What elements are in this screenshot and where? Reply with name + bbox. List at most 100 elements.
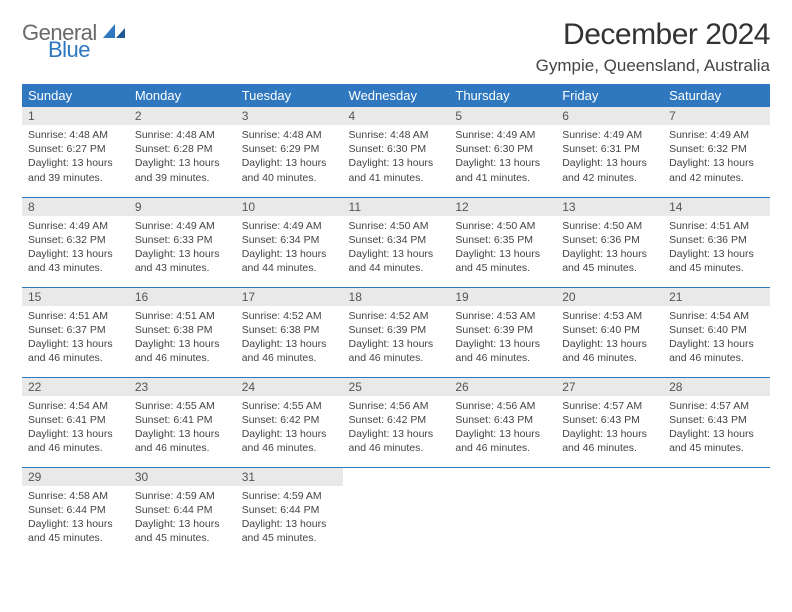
day-detail-line: Daylight: 13 hours — [669, 247, 764, 261]
day-detail-line: and 46 minutes. — [562, 441, 657, 455]
day-details: Sunrise: 4:56 AMSunset: 6:43 PMDaylight:… — [449, 396, 556, 460]
day-details: Sunrise: 4:48 AMSunset: 6:27 PMDaylight:… — [22, 125, 129, 189]
day-details: Sunrise: 4:54 AMSunset: 6:41 PMDaylight:… — [22, 396, 129, 460]
day-detail-line: and 41 minutes. — [455, 171, 550, 185]
day-detail-line: Sunset: 6:30 PM — [455, 142, 550, 156]
logo: General Blue — [22, 22, 127, 61]
day-number: 24 — [236, 378, 343, 396]
day-details: Sunrise: 4:49 AMSunset: 6:34 PMDaylight:… — [236, 216, 343, 280]
day-details: Sunrise: 4:48 AMSunset: 6:28 PMDaylight:… — [129, 125, 236, 189]
day-detail-line: and 46 minutes. — [669, 351, 764, 365]
day-detail-line: Sunset: 6:44 PM — [135, 503, 230, 517]
day-number: 8 — [22, 198, 129, 216]
day-number: 20 — [556, 288, 663, 306]
day-details: Sunrise: 4:50 AMSunset: 6:36 PMDaylight:… — [556, 216, 663, 280]
calendar-day-cell: 12Sunrise: 4:50 AMSunset: 6:35 PMDayligh… — [449, 197, 556, 287]
day-detail-line: and 45 minutes. — [455, 261, 550, 275]
calendar-day-cell: 3Sunrise: 4:48 AMSunset: 6:29 PMDaylight… — [236, 107, 343, 197]
day-detail-line: Daylight: 13 hours — [135, 337, 230, 351]
day-number: 4 — [343, 107, 450, 125]
day-detail-line: Daylight: 13 hours — [455, 247, 550, 261]
day-number: 17 — [236, 288, 343, 306]
weekday-header: Sunday — [22, 84, 129, 107]
day-detail-line: Sunrise: 4:58 AM — [28, 489, 123, 503]
day-detail-line: Daylight: 13 hours — [349, 427, 444, 441]
calendar-day-cell — [556, 467, 663, 557]
day-detail-line: Daylight: 13 hours — [135, 156, 230, 170]
day-number: 12 — [449, 198, 556, 216]
day-detail-line: Sunset: 6:44 PM — [28, 503, 123, 517]
calendar-day-cell: 20Sunrise: 4:53 AMSunset: 6:40 PMDayligh… — [556, 287, 663, 377]
header: General Blue December 2024 Gympie, Queen… — [22, 18, 770, 76]
day-details: Sunrise: 4:52 AMSunset: 6:38 PMDaylight:… — [236, 306, 343, 370]
day-number: 11 — [343, 198, 450, 216]
day-detail-line: Sunrise: 4:56 AM — [349, 399, 444, 413]
calendar-day-cell: 30Sunrise: 4:59 AMSunset: 6:44 PMDayligh… — [129, 467, 236, 557]
day-detail-line: and 44 minutes. — [349, 261, 444, 275]
weekday-header: Tuesday — [236, 84, 343, 107]
day-detail-line: Sunrise: 4:55 AM — [242, 399, 337, 413]
day-detail-line: and 45 minutes. — [669, 441, 764, 455]
day-detail-line: Daylight: 13 hours — [28, 517, 123, 531]
day-detail-line: Sunrise: 4:50 AM — [455, 219, 550, 233]
day-detail-line: Sunrise: 4:49 AM — [669, 128, 764, 142]
day-detail-line: Sunset: 6:33 PM — [135, 233, 230, 247]
calendar-day-cell: 16Sunrise: 4:51 AMSunset: 6:38 PMDayligh… — [129, 287, 236, 377]
title-block: December 2024 Gympie, Queensland, Austra… — [536, 18, 770, 76]
calendar-day-cell: 26Sunrise: 4:56 AMSunset: 6:43 PMDayligh… — [449, 377, 556, 467]
weekday-header: Saturday — [663, 84, 770, 107]
day-detail-line: Sunrise: 4:51 AM — [135, 309, 230, 323]
day-detail-line: Sunset: 6:30 PM — [349, 142, 444, 156]
day-detail-line: Sunset: 6:42 PM — [349, 413, 444, 427]
day-detail-line: and 46 minutes. — [562, 351, 657, 365]
day-details: Sunrise: 4:59 AMSunset: 6:44 PMDaylight:… — [129, 486, 236, 550]
calendar-week-row: 29Sunrise: 4:58 AMSunset: 6:44 PMDayligh… — [22, 467, 770, 557]
day-number: 26 — [449, 378, 556, 396]
day-detail-line: Sunrise: 4:55 AM — [135, 399, 230, 413]
day-detail-line: Sunrise: 4:59 AM — [242, 489, 337, 503]
day-number: 1 — [22, 107, 129, 125]
day-detail-line: Sunrise: 4:53 AM — [455, 309, 550, 323]
day-details: Sunrise: 4:51 AMSunset: 6:37 PMDaylight:… — [22, 306, 129, 370]
day-detail-line: Sunrise: 4:48 AM — [135, 128, 230, 142]
day-number: 19 — [449, 288, 556, 306]
day-detail-line: Sunrise: 4:57 AM — [669, 399, 764, 413]
day-detail-line: Sunrise: 4:49 AM — [28, 219, 123, 233]
day-detail-line: and 46 minutes. — [455, 441, 550, 455]
day-detail-line: Sunset: 6:27 PM — [28, 142, 123, 156]
day-detail-line: Daylight: 13 hours — [562, 337, 657, 351]
day-detail-line: and 43 minutes. — [135, 261, 230, 275]
day-detail-line: Sunrise: 4:56 AM — [455, 399, 550, 413]
calendar-table: SundayMondayTuesdayWednesdayThursdayFrid… — [22, 84, 770, 557]
day-number: 27 — [556, 378, 663, 396]
day-detail-line: Sunset: 6:43 PM — [562, 413, 657, 427]
day-details: Sunrise: 4:49 AMSunset: 6:33 PMDaylight:… — [129, 216, 236, 280]
day-detail-line: and 46 minutes. — [242, 441, 337, 455]
day-detail-line: Sunset: 6:31 PM — [562, 142, 657, 156]
calendar-day-cell: 27Sunrise: 4:57 AMSunset: 6:43 PMDayligh… — [556, 377, 663, 467]
calendar-day-cell: 15Sunrise: 4:51 AMSunset: 6:37 PMDayligh… — [22, 287, 129, 377]
day-details: Sunrise: 4:53 AMSunset: 6:39 PMDaylight:… — [449, 306, 556, 370]
day-number: 7 — [663, 107, 770, 125]
day-detail-line: and 44 minutes. — [242, 261, 337, 275]
day-detail-line: Sunrise: 4:49 AM — [562, 128, 657, 142]
day-details: Sunrise: 4:56 AMSunset: 6:42 PMDaylight:… — [343, 396, 450, 460]
day-detail-line: Daylight: 13 hours — [669, 156, 764, 170]
day-detail-line: and 46 minutes. — [242, 351, 337, 365]
day-detail-line: Sunrise: 4:53 AM — [562, 309, 657, 323]
calendar-day-cell: 11Sunrise: 4:50 AMSunset: 6:34 PMDayligh… — [343, 197, 450, 287]
calendar-day-cell: 23Sunrise: 4:55 AMSunset: 6:41 PMDayligh… — [129, 377, 236, 467]
day-detail-line: Sunrise: 4:51 AM — [28, 309, 123, 323]
day-details: Sunrise: 4:55 AMSunset: 6:42 PMDaylight:… — [236, 396, 343, 460]
logo-text: General Blue — [22, 22, 127, 61]
day-detail-line: and 43 minutes. — [28, 261, 123, 275]
day-details: Sunrise: 4:54 AMSunset: 6:40 PMDaylight:… — [663, 306, 770, 370]
day-number: 10 — [236, 198, 343, 216]
day-detail-line: Daylight: 13 hours — [28, 427, 123, 441]
day-detail-line: Sunset: 6:43 PM — [669, 413, 764, 427]
day-detail-line: Daylight: 13 hours — [135, 247, 230, 261]
day-detail-line: Daylight: 13 hours — [562, 427, 657, 441]
day-details: Sunrise: 4:59 AMSunset: 6:44 PMDaylight:… — [236, 486, 343, 550]
day-detail-line: Sunset: 6:43 PM — [455, 413, 550, 427]
calendar-day-cell: 14Sunrise: 4:51 AMSunset: 6:36 PMDayligh… — [663, 197, 770, 287]
